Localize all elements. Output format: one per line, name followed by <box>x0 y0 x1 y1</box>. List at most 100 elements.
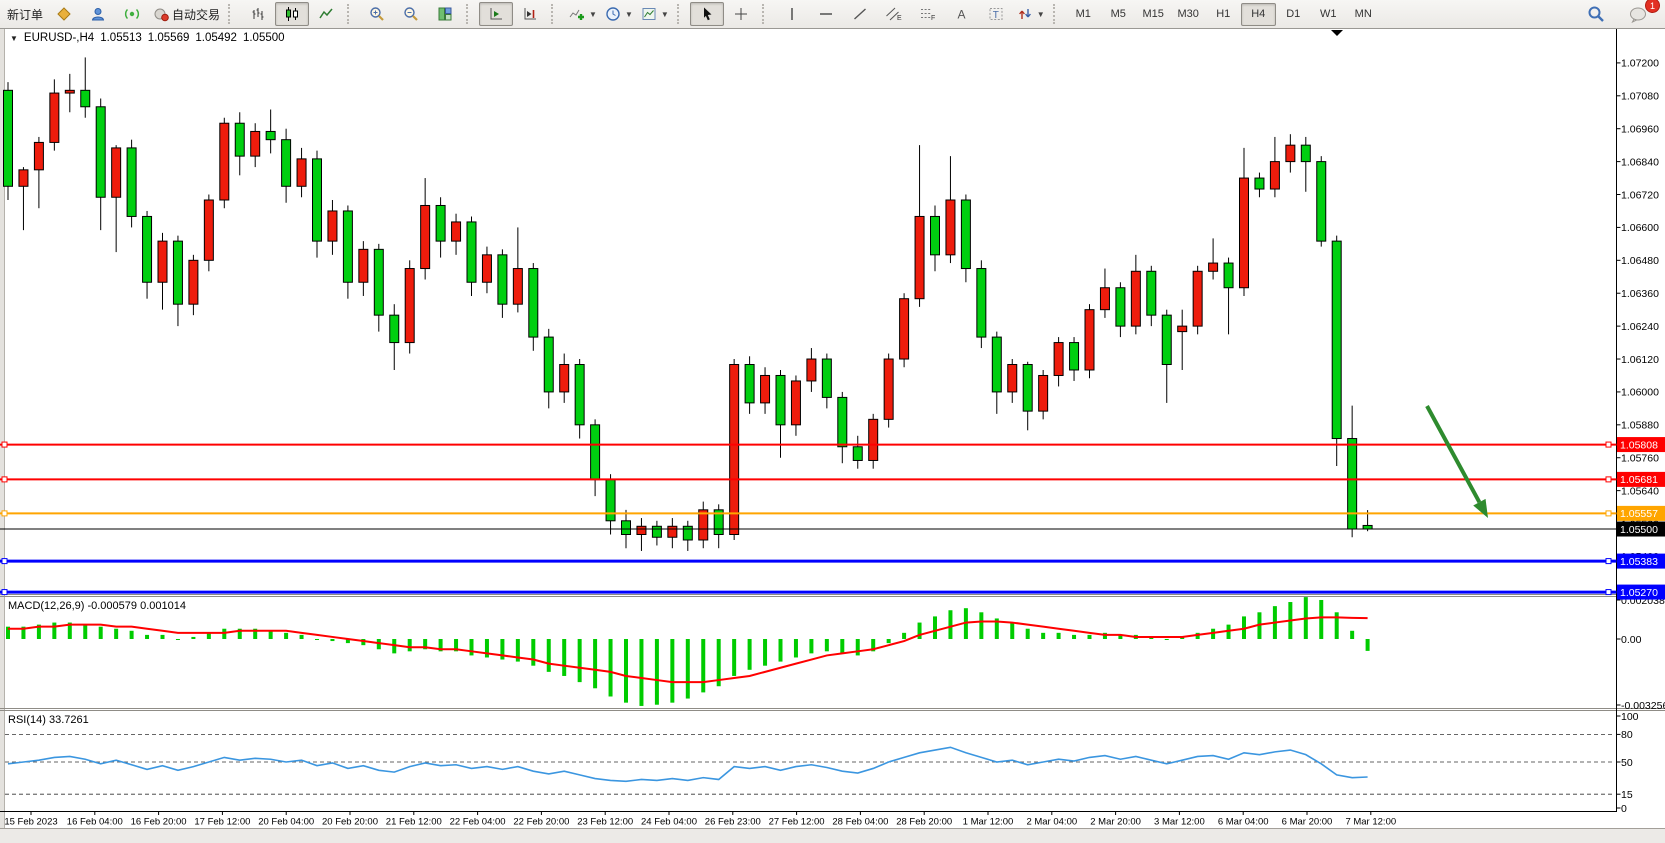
time-tick-label: 20 Feb 04:00 <box>258 817 314 828</box>
search-button[interactable] <box>1579 2 1613 26</box>
new-order-button[interactable]: 新订单 <box>3 2 47 26</box>
auto-scroll-button[interactable] <box>479 2 514 26</box>
macd-histogram-bar <box>716 638 721 687</box>
horizontal-line-1-05270[interactable] <box>0 589 1617 596</box>
candle <box>543 328 554 409</box>
timeframe-button-mn[interactable]: MN <box>1354 8 1372 20</box>
tile-windows-icon <box>438 7 452 21</box>
periods-button[interactable]: ▼ <box>601 2 637 26</box>
notifications-button[interactable]: 1 <box>1621 0 1660 26</box>
macd-histogram-bar <box>345 638 350 644</box>
signals-button[interactable] <box>115 2 149 26</box>
fibonacci-tool-button[interactable]: F <box>911 2 945 26</box>
candle-body <box>1084 309 1095 371</box>
macd-histogram-bar <box>1211 628 1216 639</box>
status-strip <box>0 828 1665 843</box>
bar-chart-button[interactable] <box>241 2 275 26</box>
timeframe-button-h1[interactable]: H1 <box>1216 8 1231 20</box>
vertical-line-tool-button[interactable] <box>775 2 809 26</box>
horizontal-line-tool-button[interactable] <box>809 2 843 26</box>
macd-histogram-bar <box>83 624 88 639</box>
macd-histogram-bar <box>299 634 304 639</box>
macd-histogram-bar <box>515 638 520 662</box>
candle-body <box>466 221 477 283</box>
candle-body <box>172 240 183 305</box>
arrows-tool-button[interactable]: ▼ <box>1013 2 1049 26</box>
horizontal-line-1-05681[interactable] <box>0 476 1617 483</box>
timeframe-button-m1[interactable]: M1 <box>1075 8 1091 20</box>
chart-background <box>0 28 1665 828</box>
add-indicator-button[interactable]: ▼ <box>564 2 601 26</box>
timeframe-button-d1[interactable]: D1 <box>1286 8 1301 20</box>
macd-histogram-bar <box>871 638 876 652</box>
macd-histogram-bar <box>855 638 860 656</box>
candle-body <box>621 520 631 536</box>
chart-shift-button[interactable] <box>513 2 547 26</box>
macd-histogram-bar <box>1041 632 1046 639</box>
timeframe-button-h4[interactable]: H4 <box>1240 2 1276 26</box>
macd-histogram-bar <box>1180 636 1185 639</box>
line-chart-button[interactable] <box>309 2 343 26</box>
candle <box>327 199 338 255</box>
crosshair-button[interactable] <box>724 2 758 26</box>
macd-histogram-bar <box>315 638 319 640</box>
horizontal-line-1-05808[interactable] <box>0 441 1617 448</box>
candlestick-chart-button[interactable] <box>275 2 310 26</box>
macd-histogram-bar <box>747 638 752 670</box>
profile-button[interactable] <box>81 2 115 26</box>
macd-histogram-bar <box>1149 636 1154 639</box>
chart-shift-marker[interactable] <box>1331 30 1343 36</box>
candle <box>358 241 369 296</box>
templates-button[interactable]: ▼ <box>637 2 673 26</box>
down-arrow-annotation[interactable] <box>1425 405 1488 518</box>
candle <box>682 520 693 551</box>
timeframe-button-m30[interactable]: M30 <box>1177 8 1199 20</box>
timeframe-button-m15[interactable]: M15 <box>1142 8 1164 20</box>
candle <box>296 147 307 198</box>
zoom-out-button[interactable] <box>394 2 428 26</box>
horizontal-line-1-05383[interactable] <box>0 558 1617 565</box>
candle-body <box>636 525 647 536</box>
text-tool-button[interactable]: A <box>945 2 979 26</box>
ohlc-low: 1.05492 <box>195 32 237 44</box>
autotrading-icon <box>154 8 169 22</box>
chart-title-bar: ▼ EURUSD-,H4 1.05513 1.05569 1.05492 1.0… <box>10 32 285 44</box>
macd-histogram-bar <box>392 638 397 654</box>
candle <box>868 413 879 469</box>
autotrading-button[interactable]: 自动交易 <box>149 2 224 26</box>
styler-button[interactable] <box>47 2 81 26</box>
rsi-label: RSI(14) 33.7261 <box>8 714 89 726</box>
candle-body <box>1208 262 1219 272</box>
time-axis: 15 Feb 2023 16 Feb 04:00 16 Feb 20:00 17 Fe… <box>4 811 1396 828</box>
candle-body <box>1254 177 1265 190</box>
time-tick-label: 28 Feb 20:00 <box>896 817 952 828</box>
candle-body <box>95 106 106 198</box>
horizontal-line-1-05557[interactable] <box>0 510 1617 517</box>
candle <box>960 194 971 283</box>
timeframe-button-m5[interactable]: M5 <box>1110 8 1126 20</box>
candle-body <box>157 240 168 283</box>
candle-body <box>930 215 940 256</box>
price-badge-label: 1.05270 <box>1620 587 1658 599</box>
zoom-in-button[interactable] <box>360 2 394 26</box>
equidistant-channel-button[interactable]: E <box>877 2 911 26</box>
candle-body <box>605 479 616 522</box>
macd-histogram-bar <box>376 638 381 650</box>
time-tick-label: 17 Feb 12:00 <box>194 817 250 828</box>
chart-left-border <box>0 29 4 828</box>
cursor-button[interactable] <box>689 2 724 26</box>
candle-body <box>389 314 400 344</box>
candle-body <box>33 141 44 171</box>
macd-histogram-bar <box>840 638 845 654</box>
price-badge: 1.05808 <box>1617 437 1665 453</box>
rsi-axis-label: 80 <box>1621 729 1633 741</box>
trendline-tool-button[interactable] <box>843 2 877 26</box>
symbol-dropdown-icon[interactable]: ▼ <box>10 33 18 43</box>
text-label-tool-button[interactable]: T <box>979 2 1013 26</box>
candle-body <box>667 525 678 538</box>
price-badge-label: 1.05808 <box>1620 439 1658 451</box>
tile-windows-button[interactable] <box>428 2 462 26</box>
time-tick-label: 2 Mar 20:00 <box>1090 817 1141 828</box>
macd-histogram-bar <box>809 638 814 654</box>
timeframe-button-w1[interactable]: W1 <box>1319 8 1337 20</box>
